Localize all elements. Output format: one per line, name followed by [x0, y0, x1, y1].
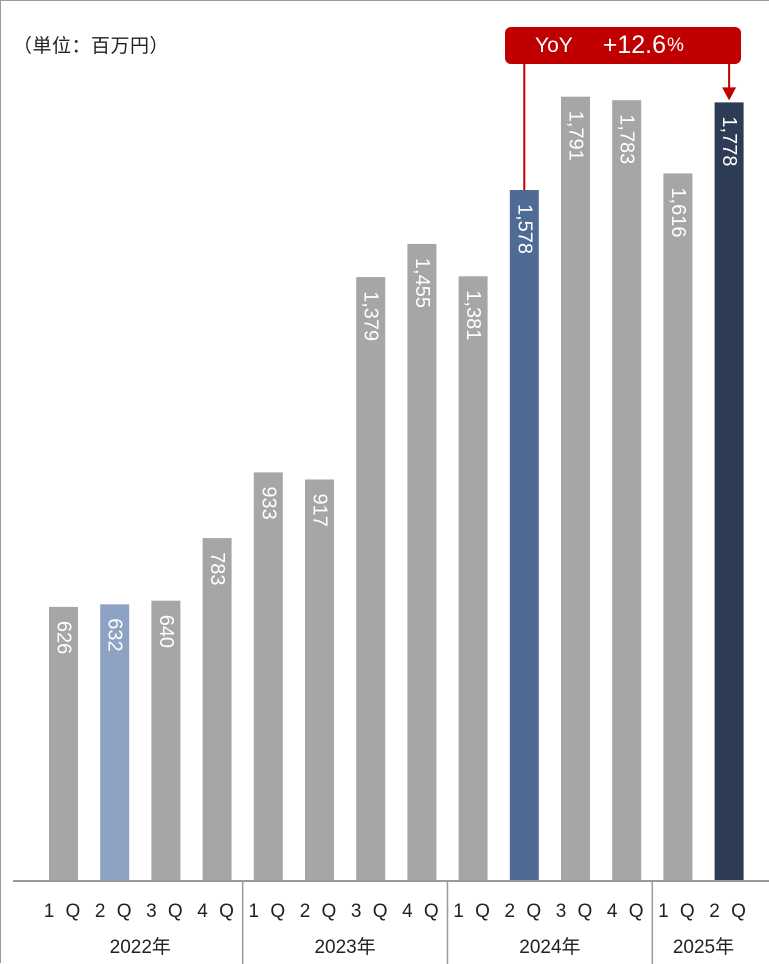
bar [253, 472, 283, 881]
bar [561, 96, 590, 881]
bar-value-label: 917 [309, 494, 331, 527]
bar-value-label: 640 [155, 615, 177, 648]
bar [407, 243, 437, 881]
yoy-label: YoY [535, 33, 573, 57]
bar-value-label: 1,379 [360, 291, 382, 341]
bar-value-label: 1,455 [411, 258, 433, 308]
x-tick-label: 3 Q [146, 901, 186, 922]
bar [49, 606, 78, 881]
yoy-callout: YoY +12.6 % [505, 27, 741, 64]
bar-value-label: 783 [206, 552, 228, 585]
x-tick-label: 1 Q [453, 901, 493, 922]
x-tick-label: 3 Q [351, 901, 391, 922]
x-tick-label: 4 Q [197, 901, 237, 922]
bar [356, 277, 386, 882]
bar-value-label: 1,791 [565, 111, 587, 161]
bar [509, 190, 539, 881]
year-group-label: 2024年 [519, 936, 580, 958]
bar [612, 100, 642, 881]
year-group-label: 2022年 [110, 936, 171, 958]
unit-label: （単位：百万円） [13, 36, 170, 57]
x-tick-label: 1 Q [248, 901, 288, 922]
x-tick-label: 4 Q [607, 901, 647, 922]
year-group-label: 2025年 [673, 936, 734, 958]
bar [100, 604, 130, 881]
bar-value-label: 1,381 [462, 290, 484, 340]
yoy-unit: % [667, 34, 684, 56]
yoy-arrow-head [722, 87, 737, 101]
x-tick-label: 2 Q [300, 901, 340, 922]
bar [714, 102, 744, 881]
x-tick-label: 2 Q [709, 901, 749, 922]
x-tick-label: 1 Q [658, 901, 698, 922]
bar-value-label: 933 [257, 486, 279, 519]
bar [305, 479, 334, 881]
year-group-label: 2023年 [314, 936, 375, 958]
bar [458, 276, 488, 881]
bar-value-label: 1,783 [616, 114, 638, 164]
x-tick-label: 2 Q [95, 901, 135, 922]
bar [151, 600, 181, 881]
x-tick-label: 1 Q [44, 901, 84, 922]
bar [202, 538, 232, 881]
bar-value-label: 1,616 [667, 187, 689, 237]
bar [663, 173, 693, 881]
x-tick-label: 4 Q [402, 901, 442, 922]
bar-value-label: 1,778 [718, 116, 740, 166]
x-tick-label: 2 Q [504, 901, 544, 922]
bar-value-label: 626 [53, 621, 75, 654]
yoy-value: +12.6 [602, 31, 667, 59]
x-tick-label: 3 Q [556, 901, 596, 922]
bar-value-label: 1,578 [513, 204, 535, 254]
bar-value-label: 632 [104, 618, 126, 651]
